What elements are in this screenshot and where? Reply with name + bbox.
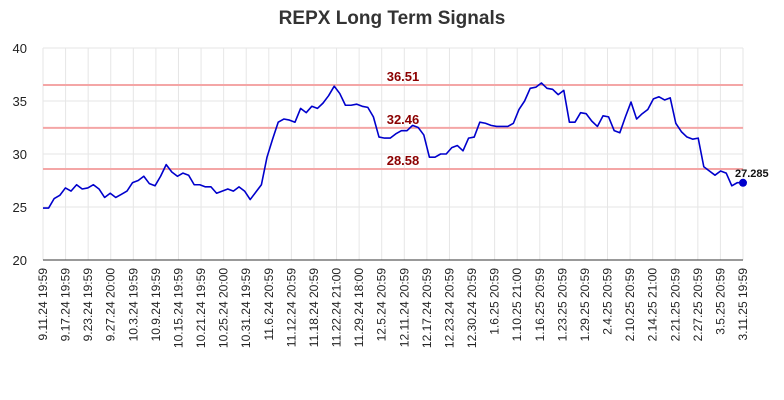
x-tick-label: 10.21.24 19:59 bbox=[194, 268, 208, 348]
y-tick-label: 20 bbox=[13, 253, 27, 268]
series-layer bbox=[43, 82, 747, 209]
last-value-marker bbox=[739, 178, 747, 187]
grid-layer bbox=[42, 47, 744, 261]
x-tick-label: 12.11.24 20:59 bbox=[397, 268, 411, 348]
x-tick-label: 2.10.25 20:59 bbox=[623, 268, 637, 342]
x-tick-label: 10.31.24 19:59 bbox=[239, 268, 253, 348]
x-tick-label: 9.23.24 19:59 bbox=[81, 268, 95, 342]
x-tick-label: 2.21.25 20:59 bbox=[668, 268, 682, 342]
x-tick-label: 12.23.24 20:59 bbox=[442, 268, 456, 348]
y-tick-label: 40 bbox=[13, 41, 27, 56]
x-tick-label: 1.23.25 20:59 bbox=[555, 268, 569, 342]
reference-line-label: 36.51 bbox=[387, 69, 420, 84]
x-tick-label: 1.29.25 20:59 bbox=[578, 268, 592, 342]
x-tick-label: 1.6.25 20:59 bbox=[488, 268, 502, 335]
x-tick-label: 2.14.25 21:00 bbox=[646, 268, 660, 342]
x-tick-label: 9.27.24 20:00 bbox=[104, 268, 118, 342]
x-tick-label: 9.11.24 19:59 bbox=[36, 268, 50, 341]
x-tick-label: 11.18.24 20:59 bbox=[307, 268, 321, 348]
reference-lines bbox=[43, 83, 743, 171]
y-tick-label: 25 bbox=[13, 200, 27, 215]
chart-title: REPX Long Term Signals bbox=[278, 8, 506, 29]
x-tick-label: 2.27.25 20:59 bbox=[691, 268, 705, 342]
x-tick-label: 10.9.24 19:59 bbox=[149, 268, 163, 342]
labels-layer: 20 25 30 35 40 9.11.24 19:59 9.17.24 19:59 9.23… bbox=[13, 41, 769, 348]
x-tick-label: 3.11.25 19:59 bbox=[736, 268, 750, 341]
x-tick-label: 11.22.24 21:00 bbox=[330, 268, 344, 348]
y-tick-label: 35 bbox=[13, 94, 27, 109]
x-tick-label: 11.6.24 20:59 bbox=[262, 268, 276, 341]
reference-line-label: 28.58 bbox=[387, 153, 420, 168]
x-tick-label: 10.3.24 19:59 bbox=[126, 268, 140, 342]
x-tick-label: 3.5.25 20:59 bbox=[713, 268, 727, 335]
x-tick-label: 1.10.25 21:00 bbox=[510, 268, 524, 342]
x-tick-label: 11.29.24 18:00 bbox=[352, 268, 366, 348]
x-tick-label: 1.16.25 20:59 bbox=[533, 268, 547, 342]
x-tick-label: 11.12.24 20:59 bbox=[284, 268, 298, 348]
reference-line-label: 32.46 bbox=[387, 112, 420, 127]
x-tick-label: 10.25.24 20:00 bbox=[217, 268, 231, 348]
x-tick-label: 12.30.24 20:59 bbox=[465, 268, 479, 348]
x-tick-label: 12.5.24 20:59 bbox=[375, 268, 389, 342]
series-line bbox=[43, 82, 744, 209]
x-tick-label: 2.4.25 20:59 bbox=[601, 268, 615, 335]
x-tick-label: 10.15.24 19:59 bbox=[171, 268, 185, 348]
x-tick-label: 9.17.24 19:59 bbox=[59, 268, 73, 342]
y-tick-label: 30 bbox=[13, 147, 27, 162]
x-tick-label: 12.17.24 20:59 bbox=[420, 268, 434, 348]
last-value-label: 27.285 bbox=[735, 168, 769, 180]
